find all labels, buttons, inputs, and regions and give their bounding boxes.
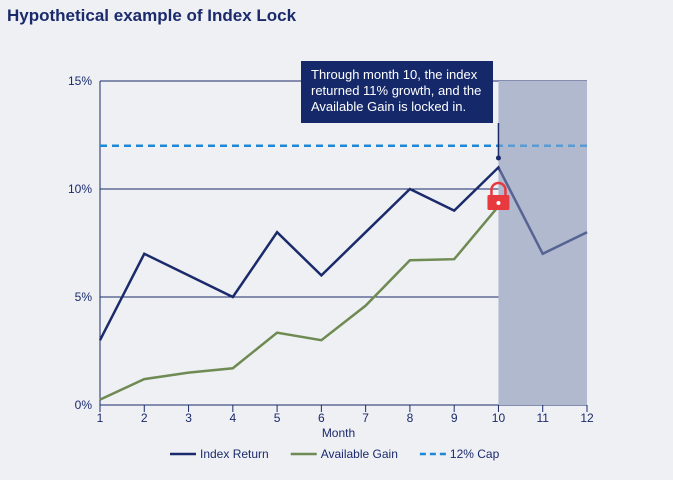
- x-tick-label: 3: [185, 411, 192, 425]
- y-tick-label: 5%: [75, 290, 93, 304]
- x-tick-label: 1: [97, 411, 104, 425]
- y-tick-label: 10%: [68, 182, 92, 196]
- x-tick-label: 11: [536, 411, 549, 425]
- x-tick-label: 9: [451, 411, 458, 425]
- chart-title: Hypothetical example of Index Lock: [7, 6, 297, 25]
- y-tick-label: 0%: [75, 398, 93, 412]
- legend-label: 12% Cap: [450, 447, 500, 461]
- x-tick-label: 12: [580, 411, 594, 425]
- y-tick-label: 15%: [68, 74, 92, 88]
- legend-label: Available Gain: [321, 447, 398, 461]
- shaded-region: [498, 81, 587, 405]
- series-line-index-return: [98, 165, 588, 341]
- x-tick-label: 2: [141, 411, 148, 425]
- shaded-region-overlay: [499, 81, 587, 405]
- x-tick-label: 10: [492, 411, 506, 425]
- x-tick-label: 8: [407, 411, 414, 425]
- x-tick-label: 6: [318, 411, 325, 425]
- annotation-callout: Through month 10, the index returned 11%…: [301, 61, 493, 123]
- x-tick-label: 4: [229, 411, 236, 425]
- x-tick-label: 5: [274, 411, 281, 425]
- x-tick-label: 7: [362, 411, 369, 425]
- lock-icon-shackle: [490, 181, 507, 196]
- annotation-dot: [495, 155, 501, 161]
- lock-icon-keyhole: [496, 201, 501, 205]
- legend-label: Index Return: [200, 447, 269, 461]
- series-line-available-gain: [99, 205, 500, 401]
- x-axis-label: Month: [322, 426, 355, 440]
